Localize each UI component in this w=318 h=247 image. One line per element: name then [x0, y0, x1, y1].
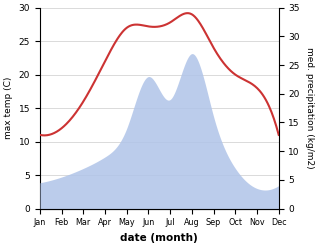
Y-axis label: max temp (C): max temp (C)	[4, 77, 13, 139]
X-axis label: date (month): date (month)	[121, 233, 198, 243]
Y-axis label: med. precipitation (kg/m2): med. precipitation (kg/m2)	[305, 47, 314, 169]
